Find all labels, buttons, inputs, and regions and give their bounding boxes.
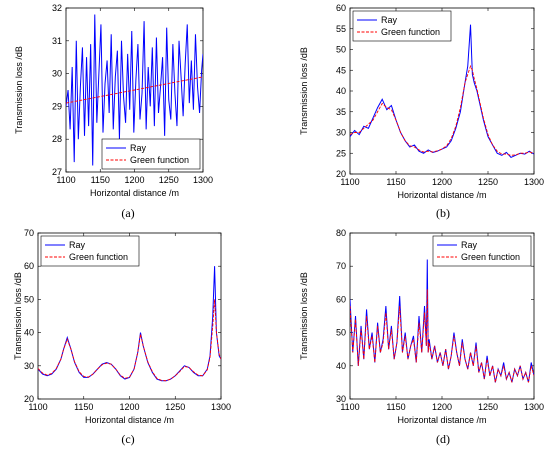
series-line-green-function — [350, 289, 534, 383]
legend-entry-label: Ray — [461, 240, 478, 250]
x-tick-label: 1200 — [432, 402, 452, 412]
legend: Ray Green function — [432, 235, 532, 267]
series-line-green-function — [38, 299, 221, 382]
x-tick-label: 1150 — [74, 402, 93, 412]
legend: Ray Green function — [352, 10, 452, 42]
y-tick-label: 60 — [336, 3, 346, 13]
panel-label: (b) — [436, 206, 450, 220]
legend-entry-label: Green function — [69, 252, 128, 262]
y-axis-label: Transmission loss /dB — [14, 46, 24, 134]
y-tick-label: 55 — [336, 24, 346, 34]
legend-box — [40, 235, 140, 267]
panel-label: (d) — [436, 432, 450, 446]
y-tick-label: 50 — [336, 45, 346, 55]
legend-entry-label: Ray — [381, 15, 398, 25]
y-tick-label: 29 — [52, 101, 62, 111]
y-tick-label: 30 — [336, 128, 346, 138]
y-tick-label: 25 — [336, 148, 346, 158]
chart-panel-b: 1100 1150 1200 1250 1300 20 25 30 35 40 45 50 55 60 Ho… — [299, 3, 544, 220]
y-tick-label: 20 — [336, 169, 346, 179]
y-tick-label: 32 — [52, 3, 62, 13]
x-tick-label: 1150 — [91, 175, 110, 185]
y-tick-label: 30 — [24, 361, 34, 371]
x-tick-label: 1300 — [193, 175, 213, 185]
legend-entry-label: Ray — [69, 240, 86, 250]
x-tick-label: 1100 — [340, 177, 359, 187]
legend-entry-label: Green function — [461, 252, 520, 262]
chart-panel-a: 1100 1150 1200 1250 1300 27 28 29 30 31 32 Horizont… — [14, 3, 213, 220]
x-tick-label: 1200 — [432, 177, 452, 187]
y-tick-label: 27 — [52, 167, 62, 177]
legend-box — [432, 235, 532, 267]
x-tick-label: 1150 — [386, 177, 405, 187]
x-tick-label: 1250 — [478, 177, 498, 187]
x-axis-label: Horizontal distance /m — [85, 415, 174, 425]
x-axis-label: Horizontal distance /m — [397, 190, 486, 200]
y-tick-label: 50 — [336, 328, 346, 338]
x-axis-label: Horizontal distance /m — [397, 415, 486, 425]
x-axis-label: Horizontal distance /m — [90, 188, 179, 198]
y-tick-label: 20 — [24, 394, 34, 404]
y-tick-label: 35 — [336, 107, 346, 117]
legend: Ray Green function — [40, 235, 140, 267]
y-axis-label: Transmission loss /dB — [13, 272, 23, 360]
legend-box — [352, 10, 452, 42]
y-tick-label: 80 — [336, 228, 346, 238]
legend: Ray Green function — [101, 138, 201, 170]
y-tick-label: 31 — [52, 36, 62, 46]
series-line-green-function — [350, 64, 534, 156]
x-tick-label: 1100 — [340, 402, 359, 412]
chart-panel-c: 1100 1150 1200 1250 1300 20 30 40 50 60 70 Horizont… — [13, 228, 231, 446]
x-tick-label: 1300 — [524, 177, 544, 187]
x-tick-label: 1200 — [124, 175, 144, 185]
x-tick-label: 1100 — [28, 402, 47, 412]
chart-panel-d: 1100 1150 1200 1250 1300 30 40 50 60 70 80 Horizont… — [299, 228, 544, 446]
y-tick-label: 70 — [336, 261, 346, 271]
y-tick-label: 50 — [24, 294, 34, 304]
series-line-ray — [66, 14, 203, 166]
x-tick-label: 1200 — [119, 402, 139, 412]
panel-label: (c) — [121, 432, 134, 446]
legend-entry-label: Ray — [130, 143, 147, 153]
y-tick-label: 70 — [24, 228, 34, 238]
y-axis-label: Transmission loss /dB — [299, 272, 309, 360]
y-tick-label: 40 — [336, 86, 346, 96]
y-tick-label: 40 — [336, 361, 346, 371]
panel-label: (a) — [121, 206, 134, 220]
y-axis-label: Transmission loss /dB — [299, 47, 309, 135]
y-tick-label: 60 — [336, 294, 346, 304]
x-tick-label: 1250 — [165, 402, 185, 412]
x-tick-label: 1250 — [478, 402, 498, 412]
y-tick-label: 30 — [52, 69, 62, 79]
y-tick-label: 28 — [52, 134, 62, 144]
y-tick-label: 40 — [24, 328, 34, 338]
x-tick-label: 1300 — [524, 402, 544, 412]
y-tick-label: 60 — [24, 261, 34, 271]
x-tick-label: 1300 — [211, 402, 231, 412]
x-tick-label: 1100 — [56, 175, 75, 185]
x-tick-label: 1250 — [159, 175, 179, 185]
x-tick-label: 1150 — [386, 402, 405, 412]
series-line-ray — [350, 24, 534, 159]
legend-entry-label: Green function — [381, 27, 440, 37]
legend-box — [101, 138, 201, 170]
y-tick-label: 30 — [336, 394, 346, 404]
y-tick-label: 45 — [336, 65, 346, 75]
legend-entry-label: Green function — [130, 155, 189, 165]
series-line-green-function — [66, 76, 203, 104]
